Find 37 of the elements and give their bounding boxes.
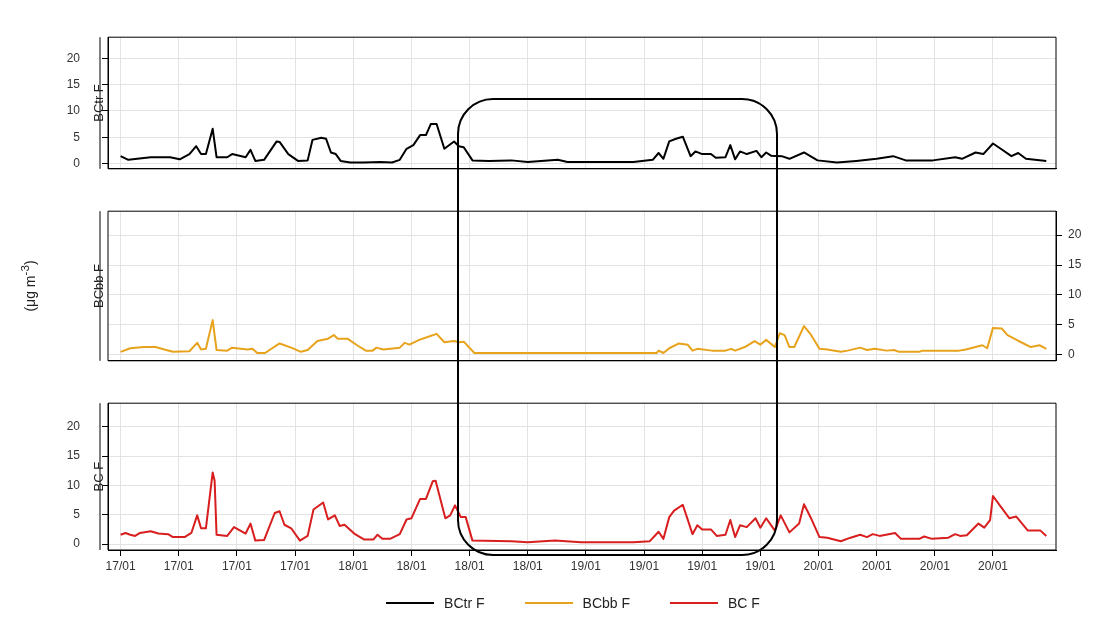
y-tick-label: 5 <box>73 129 81 144</box>
y2-tick-label: 20 <box>1068 227 1082 242</box>
y2-tick-label: 10 <box>1068 287 1082 302</box>
x-tick-label: 19/01 <box>629 558 660 573</box>
x-tick-label: 18/01 <box>338 558 369 573</box>
x-tick-label: 20/01 <box>861 558 893 573</box>
text: BC F <box>91 461 107 492</box>
y-tick-label: 10 <box>66 103 81 118</box>
y-tick-label: 15 <box>66 448 81 463</box>
y2-tick-label: 0 <box>1068 347 1075 362</box>
x-tick-label: 20/01 <box>919 558 951 573</box>
x-tick-label: 17/01 <box>105 558 136 573</box>
legend-label: BCtr F <box>444 595 485 611</box>
y-tick-label: 5 <box>73 507 81 522</box>
x-tick-label: 19/01 <box>570 558 602 573</box>
y-tick-label: 20 <box>66 50 81 65</box>
y-tick-label: 0 <box>73 155 81 170</box>
x-tick-label: 17/01 <box>163 558 195 573</box>
x-tick-label: 18/01 <box>396 558 427 573</box>
x-tick-label: 20/01 <box>977 558 1009 573</box>
y-tick-label: 10 <box>66 477 81 492</box>
x-tick-label: 20/01 <box>803 558 834 573</box>
x-tick-label: 17/01 <box>221 558 253 573</box>
y-tick-label: 0 <box>73 536 81 551</box>
y2-tick-label: 15 <box>1068 257 1082 272</box>
x-tick-label: 18/01 <box>512 558 544 573</box>
y-tick-label: 15 <box>66 76 81 91</box>
x-tick-label: 19/01 <box>745 558 776 573</box>
y2-tick-label: 5 <box>1068 317 1075 332</box>
legend-label: BC F <box>728 595 760 611</box>
legend-label: BCbb F <box>582 595 631 611</box>
x-tick-label: 17/01 <box>280 558 311 573</box>
x-tick-label: 19/01 <box>687 558 718 573</box>
x-tick-label: 18/01 <box>454 558 485 573</box>
y-tick-label: 20 <box>66 419 81 433</box>
text: BCtr F <box>91 84 107 122</box>
text: BCbb F <box>91 263 107 309</box>
